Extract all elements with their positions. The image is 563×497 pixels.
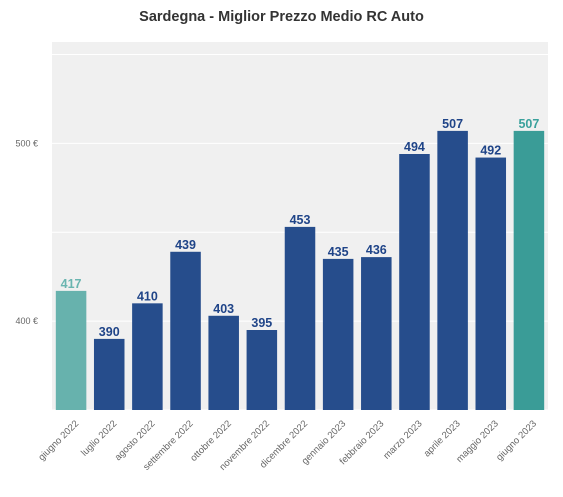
- bar: [170, 251, 201, 410]
- bar: [361, 257, 392, 410]
- bar-value-label: 507: [518, 117, 539, 131]
- chart-title: Sardegna - Miglior Prezzo Medio RC Auto: [139, 9, 424, 25]
- bar-value-label: 410: [137, 289, 158, 303]
- bar: [322, 258, 354, 410]
- y-tick-label: 500 €: [15, 138, 38, 148]
- bar: [399, 154, 430, 410]
- bar-value-label: 435: [328, 245, 349, 259]
- bar: [437, 130, 468, 410]
- x-tick-label: giugno 2022: [36, 418, 81, 463]
- bar-value-label: 403: [213, 302, 234, 316]
- bar-value-label: 439: [175, 238, 196, 252]
- bar-value-label: 492: [480, 144, 501, 158]
- bar: [132, 303, 163, 410]
- x-tick-label: luglio 2022: [79, 418, 119, 458]
- bar: [475, 157, 507, 410]
- bar-value-label: 395: [251, 316, 272, 330]
- bar-value-label: 494: [404, 140, 425, 154]
- bar-value-label: 507: [442, 117, 463, 131]
- x-tick-label: aprile 2023: [422, 418, 463, 459]
- bar-value-label: 453: [290, 213, 311, 227]
- bar-value-label: 436: [366, 243, 387, 257]
- bar-value-label: 390: [99, 325, 120, 339]
- bar: [246, 330, 278, 410]
- bar: [513, 130, 545, 410]
- bar: [55, 290, 87, 410]
- x-tick-label: giugno 2023: [494, 418, 539, 463]
- x-tick-label: marzo 2023: [381, 418, 424, 461]
- bar: [208, 315, 239, 410]
- y-tick-label: 400 €: [15, 316, 38, 326]
- bar-value-label: 417: [61, 277, 82, 291]
- bar: [284, 226, 316, 410]
- bar: [93, 338, 125, 410]
